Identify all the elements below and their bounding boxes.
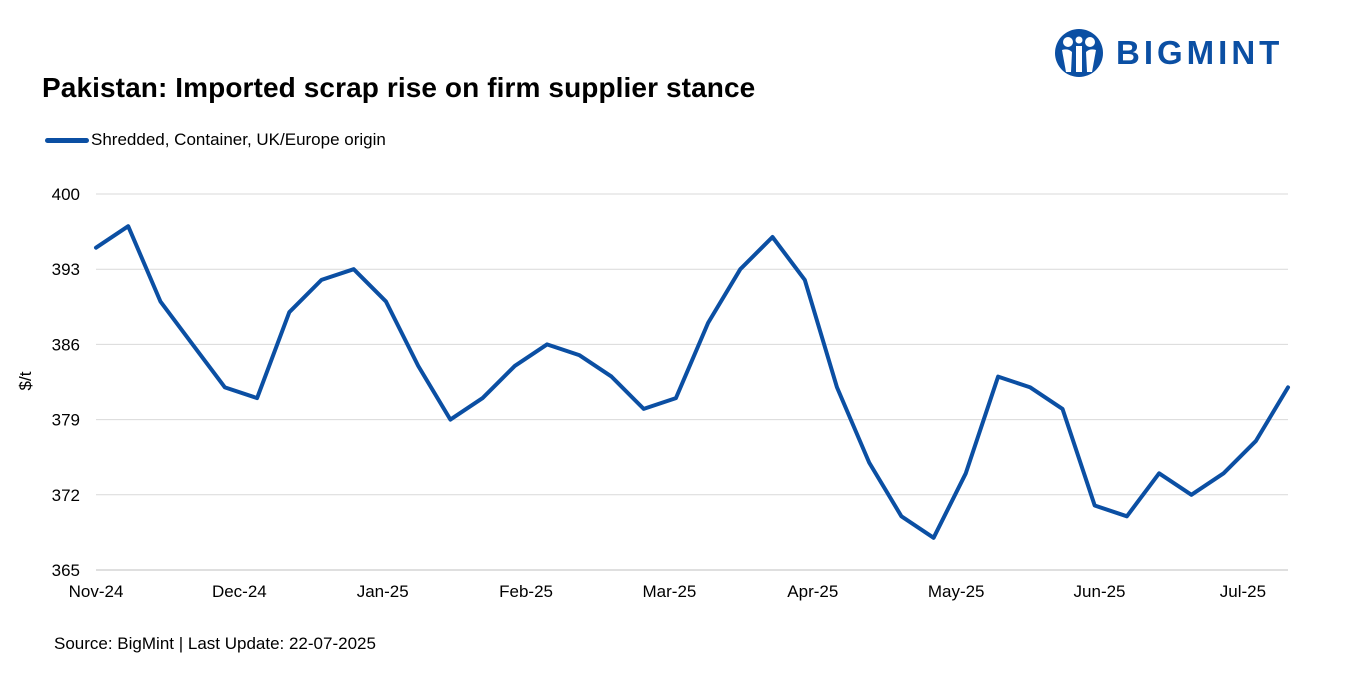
- x-tick-label: May-25: [928, 582, 985, 601]
- y-tick-label: 372: [52, 486, 80, 505]
- chart-legend: Shredded, Container, UK/Europe origin: [45, 130, 386, 150]
- legend-label: Shredded, Container, UK/Europe origin: [91, 130, 386, 149]
- y-axis-label: $/t: [16, 371, 35, 390]
- x-tick-label: Jun-25: [1074, 582, 1126, 601]
- x-tick-label: Dec-24: [212, 582, 267, 601]
- series-line: [94, 224, 1290, 540]
- y-tick-label: 400: [52, 185, 80, 204]
- y-tick-label: 386: [52, 335, 80, 354]
- y-tick-label: 393: [52, 260, 80, 279]
- source-note: Source: BigMint | Last Update: 22-07-202…: [54, 634, 376, 653]
- bigmint-logo: BIGMINT: [1054, 28, 1283, 78]
- people-globe-logo-icon: [1055, 29, 1103, 77]
- x-tick-label: Feb-25: [499, 582, 553, 601]
- chart-title: Pakistan: Imported scrap rise on firm su…: [42, 72, 756, 103]
- x-tick-label: Jul-25: [1220, 582, 1266, 601]
- x-tick-label: Apr-25: [787, 582, 838, 601]
- brand-name: BIGMINT: [1116, 34, 1284, 71]
- x-tick-label: Mar-25: [643, 582, 697, 601]
- x-tick-label: Nov-24: [69, 582, 124, 601]
- legend-swatch: [45, 137, 89, 143]
- y-tick-label: 365: [52, 561, 80, 580]
- x-tick-label: Jan-25: [357, 582, 409, 601]
- y-tick-label: 379: [52, 411, 80, 430]
